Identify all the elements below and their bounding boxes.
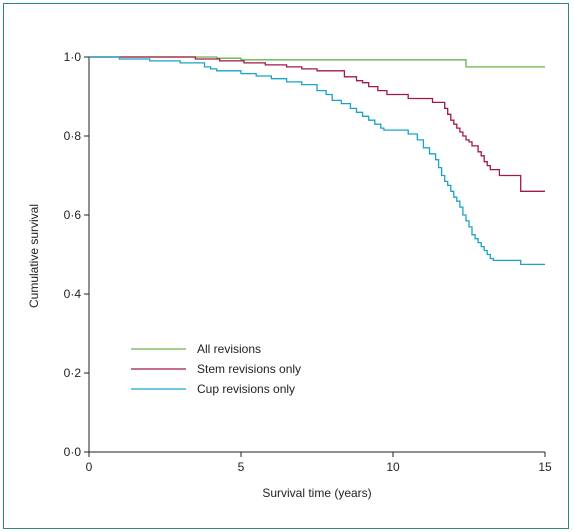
series-line-3 [89, 56, 545, 266]
axes: 0 5 10 15 0·0 0·2 0·4 0·6 0·8 1·0 [64, 50, 552, 474]
legend: All revisions Stem revisions only Cup revi… [131, 342, 301, 396]
x-tick-label: 0 [86, 460, 93, 474]
legend-label: All revisions [197, 342, 261, 356]
x-tick-label: 15 [538, 460, 552, 474]
y-tick-label: 0·6 [64, 208, 82, 222]
y-tick-label: 0·4 [64, 287, 82, 301]
figure-frame [3, 3, 569, 529]
y-tick-label: 0·0 [64, 445, 82, 459]
series-line-2 [89, 56, 545, 192]
series-group [89, 56, 545, 266]
legend-label: Stem revisions only [197, 362, 301, 376]
x-axis-title: Survival time (years) [262, 486, 371, 500]
series-line-1 [89, 56, 545, 68]
y-tick-label: 0·8 [64, 129, 82, 143]
x-tick-label: 10 [386, 460, 400, 474]
y-tick-label: 0·2 [64, 366, 82, 380]
legend-label: Cup revisions only [197, 382, 295, 396]
x-tick-label: 5 [238, 460, 245, 474]
y-tick-label: 1·0 [64, 50, 82, 64]
y-axis-title: Cumulative survival [27, 204, 41, 308]
